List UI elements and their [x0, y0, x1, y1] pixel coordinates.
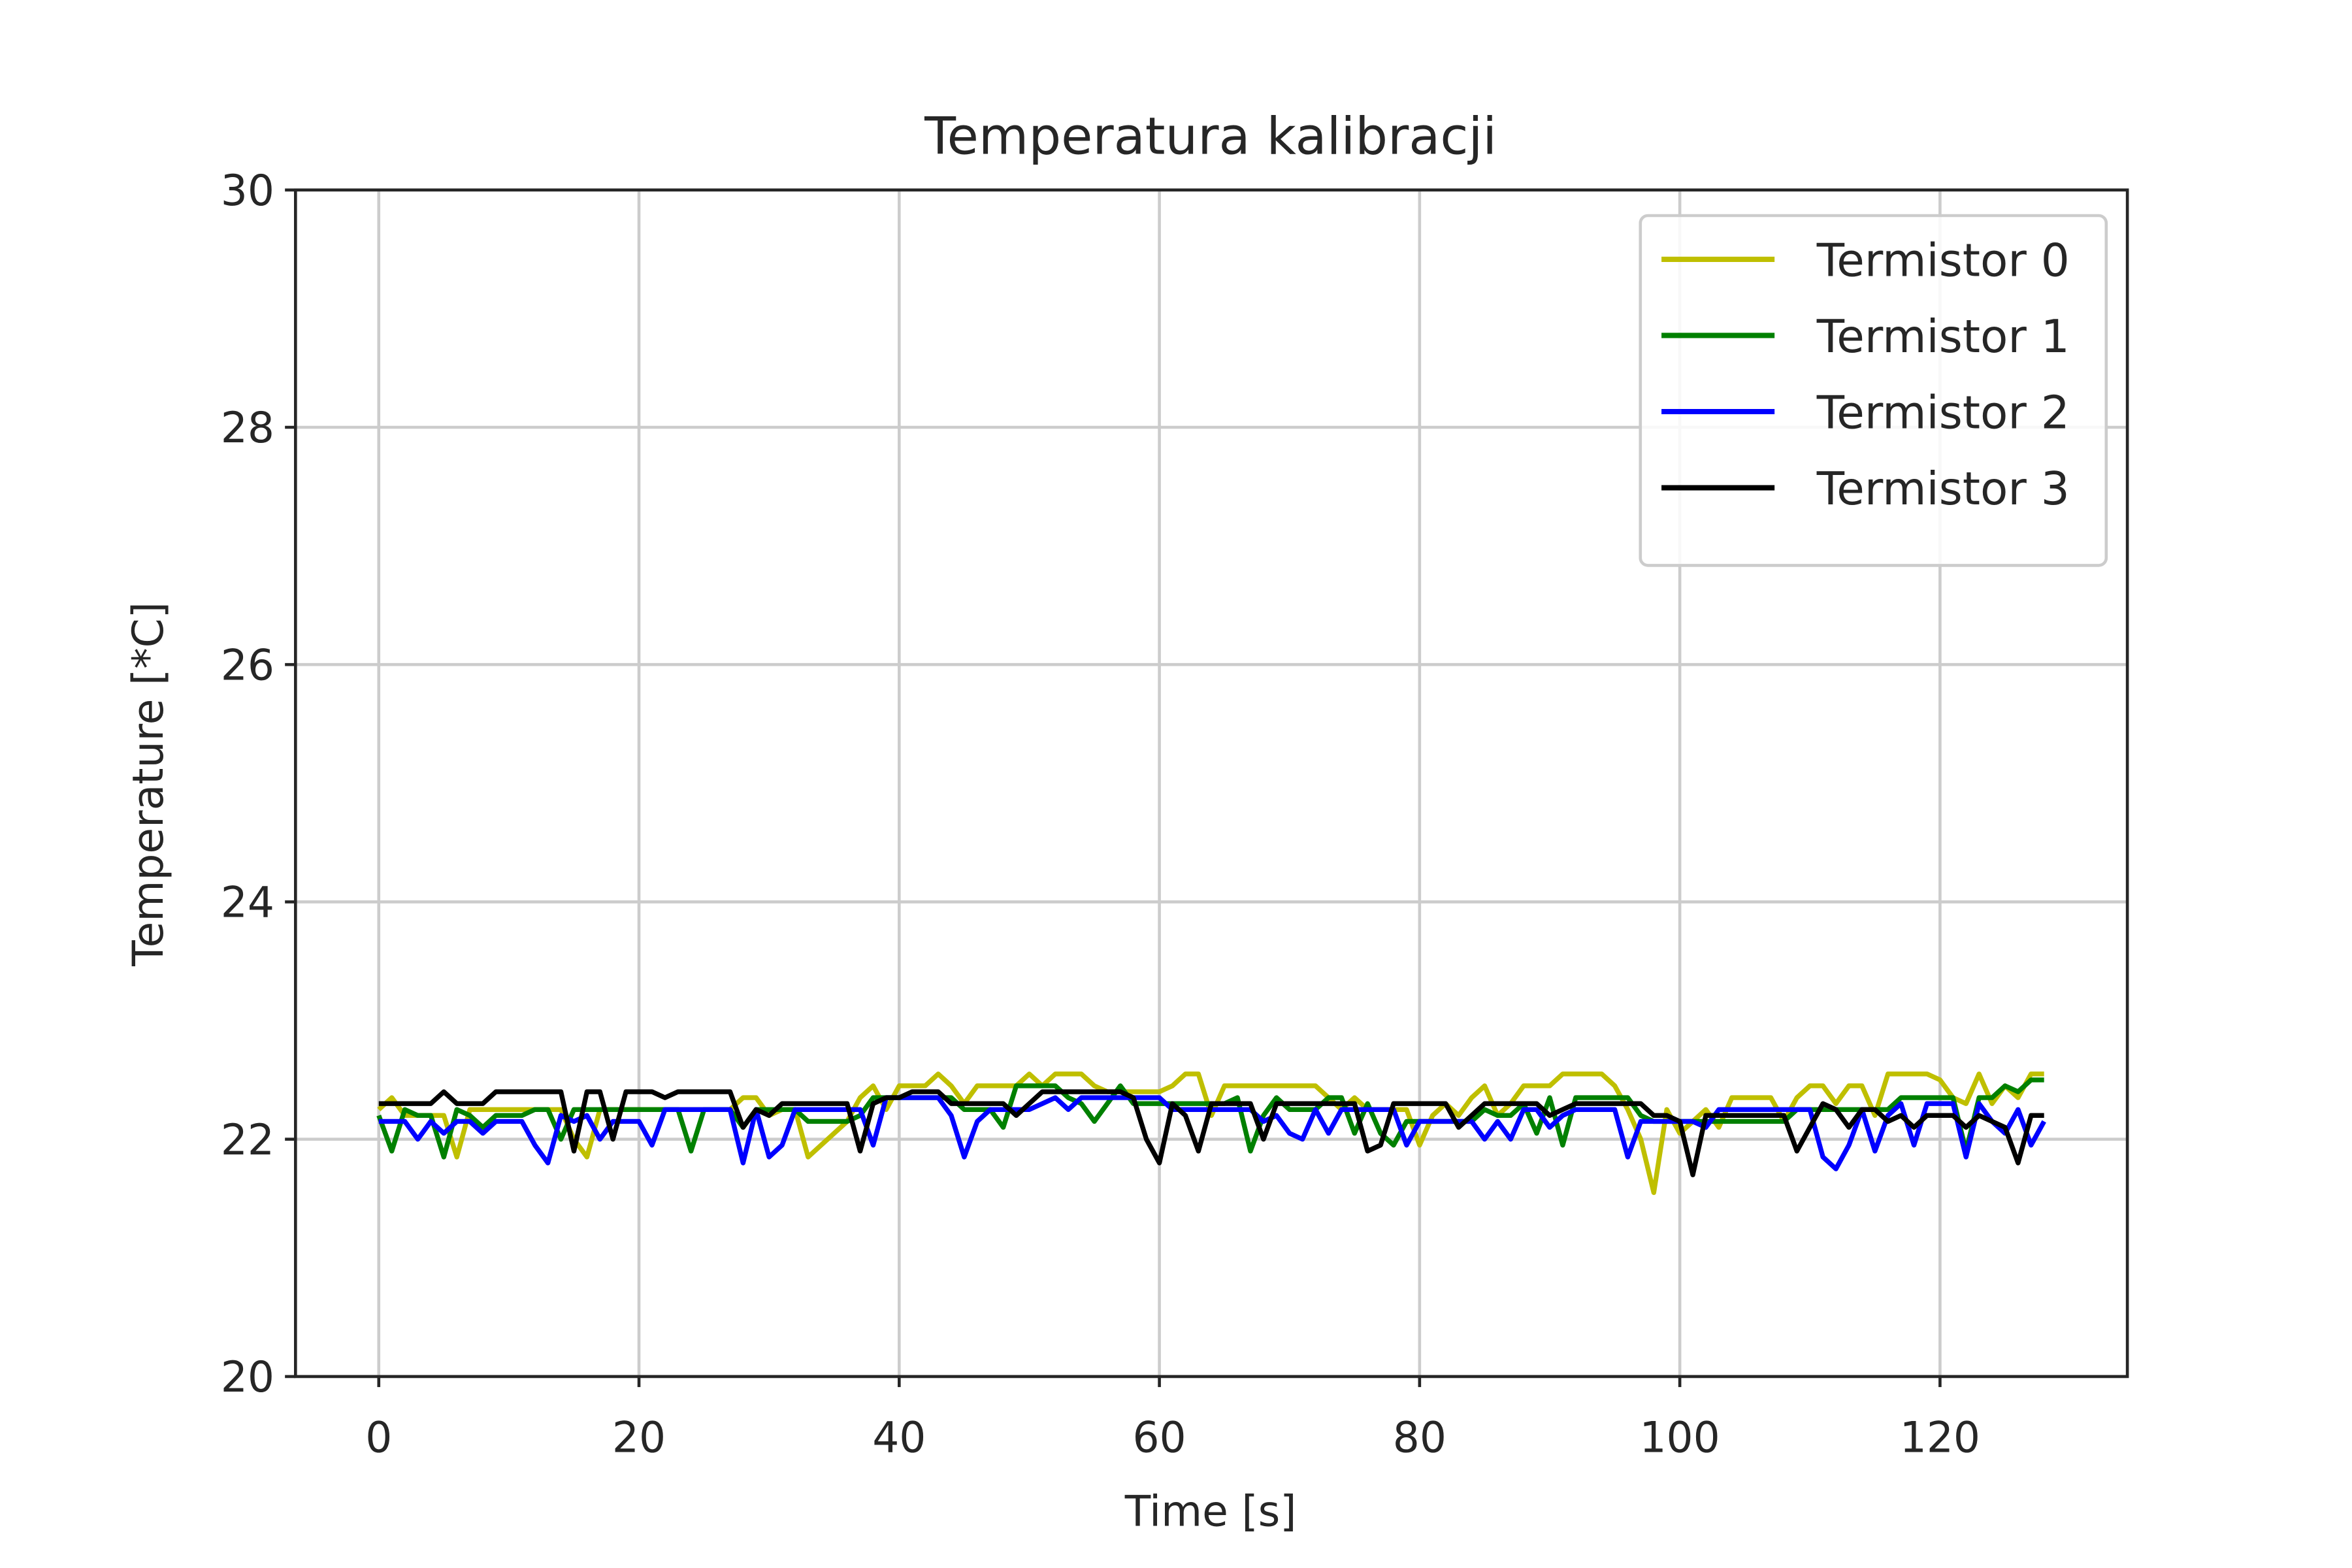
data-line — [378, 1089, 2044, 1177]
y-tick-label: 30 — [221, 167, 274, 216]
y-axis-label: Temperature [*C] — [124, 602, 173, 967]
x-tick-label: 20 — [612, 1413, 666, 1462]
legend-label: Termistor 1 — [1816, 311, 2070, 363]
y-tick-label: 26 — [221, 641, 274, 690]
axes-frame — [293, 188, 2129, 1379]
legend-label: Termistor 2 — [1816, 387, 2070, 439]
legend-label: Termistor 0 — [1816, 235, 2070, 287]
x-tick-label: 40 — [872, 1413, 926, 1462]
y-tick-label: 24 — [221, 879, 274, 928]
x-tick-label: 60 — [1132, 1413, 1186, 1462]
x-axis-label: Time [s] — [1124, 1487, 1297, 1536]
x-tick-label: 0 — [365, 1413, 392, 1462]
plot-area — [376, 1071, 2046, 1196]
legend-box — [1639, 214, 2108, 567]
y-tick-label: 20 — [221, 1353, 274, 1402]
chart-title: Temperatura kalibracji — [924, 106, 1497, 166]
legend-label: Termistor 3 — [1816, 463, 2070, 515]
x-tick-label: 80 — [1393, 1413, 1446, 1462]
ticks: 0 20 40 60 80 100 120 20 22 24 26 28 30 — [221, 167, 1980, 1462]
x-tick-label: 100 — [1639, 1413, 1720, 1462]
legend: Termistor 0 Termistor 1 Termistor 2 Termist… — [1639, 214, 2108, 567]
y-tick-label: 22 — [221, 1116, 274, 1165]
x-tick-label: 120 — [1900, 1413, 1980, 1462]
y-tick-label: 28 — [221, 404, 274, 453]
